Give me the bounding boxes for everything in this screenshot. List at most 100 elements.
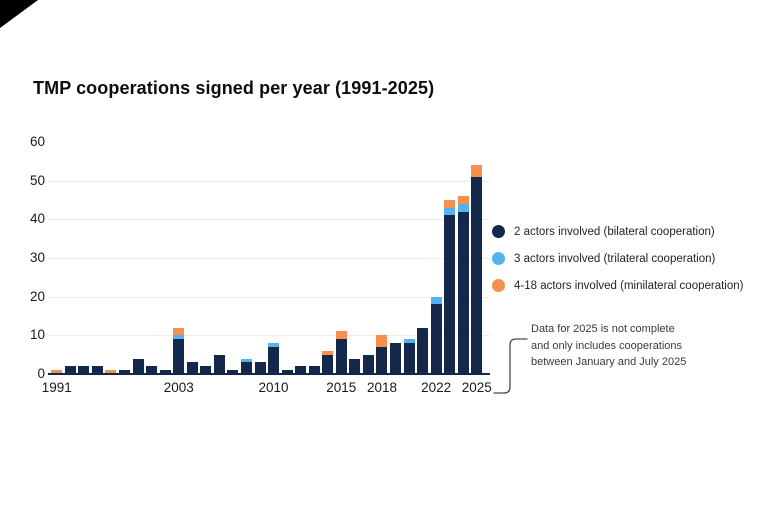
x-tick-label-2018: 2018 (366, 380, 397, 395)
y-tick-label-60: 60 (29, 133, 45, 149)
bar-segment-bilateral-1992[interactable] (64, 366, 76, 374)
gridline-40 (48, 219, 490, 221)
bar-segment-bilateral-2018[interactable] (376, 346, 388, 374)
bar-segment-bilateral-1997[interactable] (119, 370, 131, 374)
annotation-note: Data for 2025 is not complete and only in… (531, 321, 711, 371)
bar-2020[interactable] (403, 339, 415, 374)
x-tick-label-2003: 2003 (163, 380, 194, 395)
bar-segment-bilateral-2011[interactable] (281, 370, 293, 374)
bar-2022[interactable] (430, 296, 442, 374)
bar-segment-bilateral-2010[interactable] (268, 346, 280, 374)
bar-segment-trilateral-2022[interactable] (430, 296, 442, 305)
bar-2014[interactable] (322, 350, 334, 374)
bar-1991[interactable] (51, 370, 63, 374)
bar-segment-bilateral-2024[interactable] (457, 211, 469, 374)
bar-segment-bilateral-2012[interactable] (295, 366, 307, 374)
bar-segment-bilateral-2022[interactable] (430, 304, 442, 374)
bar-2011[interactable] (281, 370, 293, 374)
bar-2008[interactable] (240, 358, 252, 374)
bar-segment-bilateral-2023[interactable] (444, 215, 456, 374)
bar-segment-bilateral-2003[interactable] (173, 339, 185, 374)
bar-segment-trilateral-2010[interactable] (268, 343, 280, 347)
bar-2010[interactable] (268, 343, 280, 374)
bar-segment-minilateral-2003[interactable] (173, 327, 185, 336)
bar-segment-bilateral-2008[interactable] (240, 362, 252, 374)
bar-segment-bilateral-2020[interactable] (403, 343, 415, 374)
bar-segment-bilateral-2006[interactable] (213, 354, 225, 374)
bar-segment-bilateral-2000[interactable] (146, 366, 158, 374)
bar-2003[interactable] (173, 327, 185, 374)
bar-2017[interactable] (362, 354, 374, 374)
bar-segment-minilateral-2018[interactable] (376, 335, 388, 347)
y-tick-label-20: 20 (29, 288, 45, 304)
bar-1993[interactable] (78, 366, 90, 374)
annotation-line: and only includes cooperations (531, 339, 683, 352)
bar-2015[interactable] (335, 331, 347, 374)
bar-segment-minilateral-2015[interactable] (335, 331, 347, 340)
bar-segment-minilateral-1995[interactable] (105, 370, 117, 374)
bar-segment-minilateral-2023[interactable] (444, 200, 456, 208)
legend-dot-icon-trilateral (492, 252, 505, 265)
legend-label: 3 actors involved (trilateral cooperatio… (514, 252, 716, 265)
bar-segment-minilateral-2025[interactable] (471, 165, 483, 177)
legend-label: 4-18 actors involved (minilateral cooper… (514, 279, 744, 292)
bar-segment-trilateral-2008[interactable] (240, 358, 252, 363)
bar-segment-minilateral-2024[interactable] (457, 196, 469, 204)
bar-1998[interactable] (132, 358, 144, 374)
bar-2021[interactable] (417, 327, 429, 374)
bar-2000[interactable] (146, 366, 158, 374)
bar-segment-bilateral-1998[interactable] (132, 358, 144, 374)
bar-segment-bilateral-2025[interactable] (471, 176, 483, 374)
bar-segment-bilateral-2009[interactable] (254, 362, 266, 374)
x-tick-label-2022: 2022 (421, 380, 452, 395)
bar-segment-bilateral-2002[interactable] (159, 370, 171, 374)
bar-segment-bilateral-2005[interactable] (200, 366, 212, 374)
bar-2019[interactable] (390, 343, 402, 374)
bar-segment-trilateral-2003[interactable] (173, 335, 185, 340)
legend: 2 actors involved (bilateral cooperation… (492, 225, 743, 292)
y-tick-label-10: 10 (29, 327, 45, 343)
x-tick-label-1991: 1991 (41, 380, 72, 395)
bar-1994[interactable] (91, 366, 103, 374)
bar-segment-minilateral-1991[interactable] (51, 370, 63, 374)
bar-1997[interactable] (119, 370, 131, 374)
bar-segment-bilateral-1993[interactable] (78, 366, 90, 374)
bar-segment-trilateral-2023[interactable] (444, 207, 456, 216)
legend-item-bilateral: 2 actors involved (bilateral cooperation… (492, 225, 743, 238)
chart-title: TMP cooperations signed per year (1991-2… (33, 78, 435, 98)
bar-segment-trilateral-2020[interactable] (403, 339, 415, 344)
bar-segment-bilateral-2007[interactable] (227, 370, 239, 374)
bar-segment-bilateral-2004[interactable] (186, 362, 198, 374)
bar-2004[interactable] (186, 362, 198, 374)
bar-2007[interactable] (227, 370, 239, 374)
bar-1995[interactable] (105, 370, 117, 374)
bar-segment-bilateral-2016[interactable] (349, 358, 361, 374)
bar-2002[interactable] (159, 370, 171, 374)
bar-2005[interactable] (200, 366, 212, 374)
bar-segment-bilateral-1994[interactable] (91, 366, 103, 374)
bar-2023[interactable] (444, 200, 456, 374)
bar-segment-trilateral-2024[interactable] (457, 203, 469, 212)
bar-1992[interactable] (64, 366, 76, 374)
bar-2018[interactable] (376, 335, 388, 374)
y-tick-label-50: 50 (29, 172, 45, 188)
bar-segment-bilateral-2014[interactable] (322, 354, 334, 374)
corner-decoration (0, 0, 38, 28)
bar-2012[interactable] (295, 366, 307, 374)
bar-segment-minilateral-2014[interactable] (322, 350, 334, 355)
y-tick-label-30: 30 (29, 249, 45, 265)
bar-2016[interactable] (349, 358, 361, 374)
bar-2024[interactable] (457, 196, 469, 374)
bar-segment-bilateral-2019[interactable] (390, 343, 402, 374)
x-tick-label-2015: 2015 (326, 380, 357, 395)
bar-segment-bilateral-2017[interactable] (362, 354, 374, 374)
bar-2009[interactable] (254, 362, 266, 374)
bar-segment-bilateral-2013[interactable] (308, 366, 320, 374)
bar-segment-bilateral-2021[interactable] (417, 327, 429, 374)
bar-segment-bilateral-2015[interactable] (335, 339, 347, 374)
bar-2013[interactable] (308, 366, 320, 374)
bar-2006[interactable] (213, 354, 225, 374)
x-tick-label-2025: 2025 (461, 380, 492, 395)
bar-2025[interactable] (471, 165, 483, 374)
x-tick-label-2010: 2010 (258, 380, 289, 395)
